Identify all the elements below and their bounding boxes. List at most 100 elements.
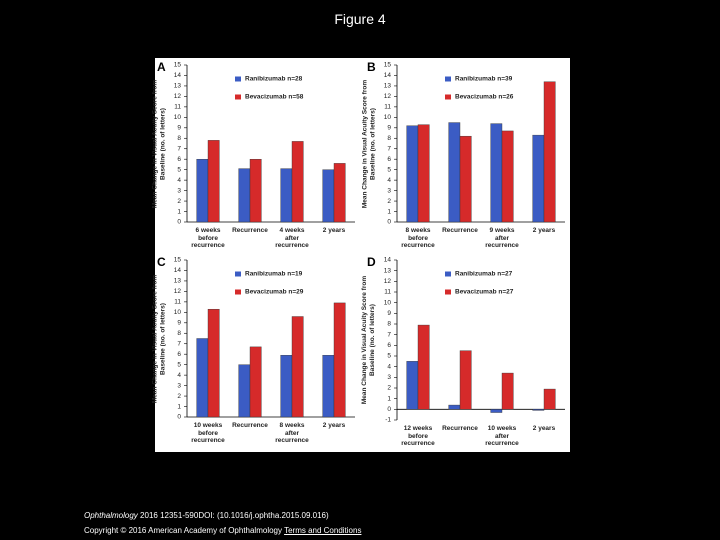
- y-tick-label: 10: [384, 299, 392, 306]
- journal: Ophthalmology: [84, 511, 138, 520]
- bar: [291, 141, 304, 223]
- legend-swatch: [445, 271, 451, 277]
- legend-swatch: [235, 289, 241, 295]
- y-tick-label: 8: [387, 321, 391, 328]
- y-tick-label: 11: [174, 104, 181, 111]
- y-tick-label: 3: [177, 187, 181, 194]
- bar: [532, 134, 545, 223]
- bar: [543, 81, 556, 223]
- bar: [417, 124, 430, 223]
- bar: [501, 130, 514, 223]
- panel-letter: B: [367, 60, 376, 74]
- y-tick-label: 9: [177, 125, 181, 132]
- y-tick-label: 0: [387, 406, 391, 413]
- bar: [249, 158, 262, 223]
- bar: [291, 316, 304, 418]
- y-tick-label: 10: [384, 114, 392, 121]
- legend-swatch: [235, 271, 241, 277]
- legend-swatch: [445, 289, 451, 295]
- y-tick-label: 7: [387, 331, 391, 338]
- y-tick-label: 14: [174, 267, 182, 274]
- y-axis-label: Mean Change in Visual Acuity Score from …: [151, 274, 166, 403]
- legend-swatch: [235, 94, 241, 100]
- legend-label: Ranibizumab n=27: [455, 271, 513, 278]
- legend-swatch: [235, 76, 241, 82]
- citation: 2016 12351-590DOI: (10.1016/j.ophtha.201…: [140, 511, 329, 520]
- y-tick-label: 8: [387, 135, 391, 142]
- y-tick-label: 6: [177, 156, 181, 163]
- x-tick-label: 2 years: [322, 227, 346, 234]
- y-tick-label: 10: [174, 114, 182, 121]
- y-tick-label: 13: [384, 267, 392, 274]
- y-tick-label: 15: [174, 257, 182, 264]
- bar: [448, 404, 461, 410]
- y-tick-label: 6: [387, 156, 391, 163]
- y-tick-label: 13: [384, 83, 392, 90]
- panel-letter: D: [367, 255, 376, 269]
- bar: [459, 135, 472, 223]
- y-tick-label: 8: [177, 330, 181, 337]
- x-tick-label: 2 years: [532, 425, 556, 432]
- bar: [280, 355, 293, 418]
- bar: [196, 338, 209, 418]
- y-tick-label: 14: [384, 257, 392, 264]
- terms-link[interactable]: Terms and Conditions: [284, 526, 362, 535]
- y-tick-label: 9: [177, 320, 181, 327]
- bar: [333, 302, 346, 418]
- y-tick-label: 2: [387, 385, 391, 392]
- x-tick-label: Recurrence: [442, 227, 478, 234]
- y-axis-label: Mean Change in Visual Acuity Score from …: [361, 275, 376, 405]
- x-tick-label: Recurrence: [442, 425, 478, 432]
- y-tick-label: 14: [384, 72, 392, 79]
- y-tick-label: 4: [387, 177, 391, 184]
- bar: [249, 346, 262, 418]
- x-tick-label: 2 years: [322, 422, 346, 429]
- x-tick-label: 12 weeks before recurrence: [401, 425, 435, 447]
- y-tick-label: 15: [384, 62, 392, 69]
- x-tick-label: Recurrence: [232, 227, 268, 234]
- bar: [417, 324, 430, 410]
- y-tick-label: 9: [387, 125, 391, 132]
- y-tick-label: 12: [174, 288, 182, 295]
- bar: [322, 169, 335, 223]
- x-tick-label: 10 weeks before recurrence: [191, 422, 225, 444]
- y-tick-label: 3: [387, 374, 391, 381]
- y-tick-label: 10: [174, 309, 182, 316]
- copyright: Copyright © 2016 American Academy of Oph…: [84, 526, 282, 535]
- y-tick-label: 6: [177, 351, 181, 358]
- bar: [406, 125, 419, 223]
- y-tick-label: 15: [174, 62, 182, 69]
- y-tick-label: 6: [387, 342, 391, 349]
- bar: [532, 409, 545, 411]
- y-tick-label: 0: [177, 219, 181, 226]
- y-tick-label: 3: [177, 382, 181, 389]
- bar: [238, 168, 251, 223]
- bar: [333, 163, 346, 223]
- y-tick-label: -1: [385, 417, 391, 424]
- y-axis-label: Mean Change in Visual Acuity Score from …: [361, 79, 376, 208]
- x-tick-label: 8 weeks before recurrence: [401, 227, 435, 249]
- y-tick-label: 1: [387, 395, 391, 402]
- bar: [196, 158, 209, 223]
- bar: [207, 140, 220, 223]
- bar: [322, 355, 335, 418]
- y-axis-label: Mean Change in Visual Acuity Score from …: [151, 79, 166, 208]
- y-tick-label: 2: [177, 393, 181, 400]
- y-tick-label: 4: [387, 363, 391, 370]
- y-tick-label: 7: [177, 145, 181, 152]
- legend-label: Bevacizumab n=26: [455, 94, 514, 101]
- legend-label: Ranibizumab n=28: [245, 76, 303, 83]
- y-tick-label: 12: [384, 93, 392, 100]
- y-tick-label: 0: [177, 414, 181, 421]
- y-tick-label: 1: [177, 403, 181, 410]
- x-tick-label: 6 weeks before recurrence: [191, 227, 225, 249]
- y-tick-label: 1: [177, 208, 181, 215]
- bar: [459, 350, 472, 410]
- legend-label: Ranibizumab n=19: [245, 271, 303, 278]
- citation-line: Ophthalmology 2016 12351-590DOI: (10.101…: [84, 511, 329, 520]
- legend-label: Bevacizumab n=58: [245, 94, 304, 101]
- y-tick-label: 13: [174, 83, 182, 90]
- bar: [207, 308, 220, 418]
